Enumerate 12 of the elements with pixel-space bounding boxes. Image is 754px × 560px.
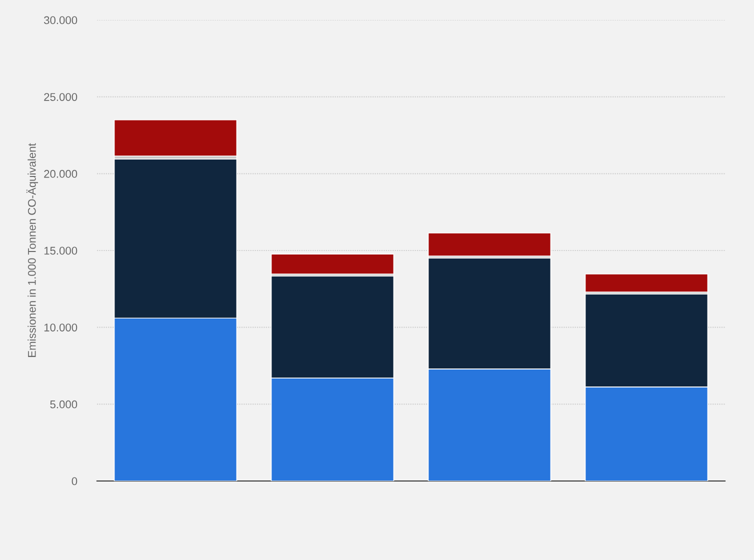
bar: [428, 232, 552, 256]
bar: [584, 274, 708, 292]
y-tick-label: 10.000: [44, 324, 78, 332]
y-tick-label: 15.000: [44, 246, 78, 255]
bar: [114, 119, 238, 156]
y-tick-label: 20.000: [44, 170, 78, 178]
y-tick-label: 30.000: [44, 16, 78, 24]
y-axis-title: Emissionen in 1.000 Tonnen CO-Äquivalent: [26, 143, 38, 357]
y-tick-label: 5.000: [50, 400, 78, 408]
y-tick-label: 0: [72, 477, 78, 486]
y-tick-label: 25.000: [44, 93, 78, 101]
bar: [270, 254, 394, 274]
